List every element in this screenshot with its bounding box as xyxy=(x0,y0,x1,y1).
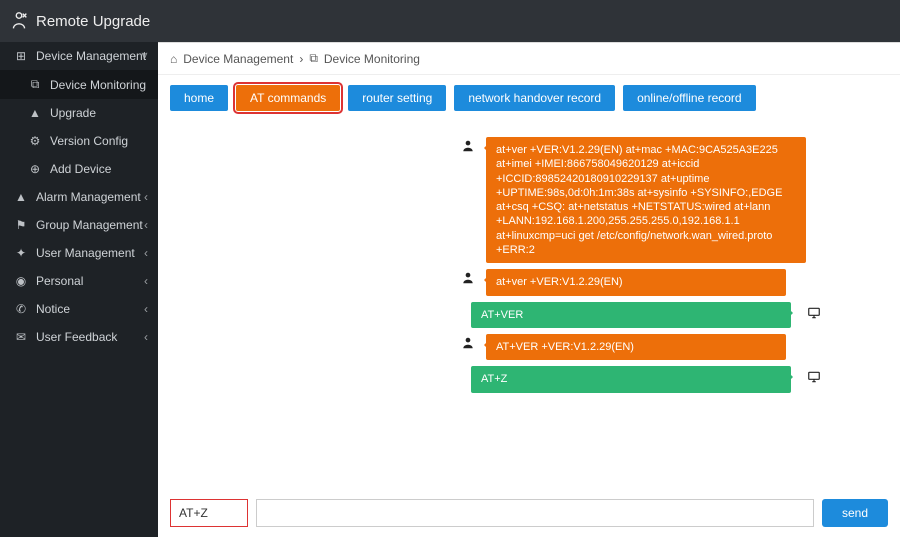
chevron-left-icon: ‹ xyxy=(144,302,148,316)
sidebar-group-alarm-management[interactable]: ▲ Alarm Management ‹ xyxy=(0,183,158,211)
gauge-icon: ◉ xyxy=(14,274,28,288)
sidebar-group-user-feedback[interactable]: ✉ User Feedback ‹ xyxy=(0,323,158,351)
monitor-small-icon xyxy=(807,306,823,320)
brand-title: Remote Upgrade xyxy=(36,13,150,30)
message-bubble: at+ver +VER:V1.2.29(EN) xyxy=(486,269,786,295)
monitor-small-icon xyxy=(807,370,823,384)
sidebar-group-label: Device Management xyxy=(36,49,146,63)
send-button[interactable]: send xyxy=(822,499,888,527)
sidebar-item-label: Upgrade xyxy=(50,106,96,120)
plus-box-icon: ⊕ xyxy=(28,162,42,176)
message-bubble: AT+VER +VER:V1.2.29(EN) xyxy=(486,334,786,360)
sidebar-group-device-management[interactable]: ⊞ Device Management ˅ xyxy=(0,42,158,70)
sidebar-group-user-management[interactable]: ✦ User Management ‹ xyxy=(0,239,158,267)
monitor-icon: ⧉ xyxy=(309,51,318,66)
message-bubble: AT+VER xyxy=(471,302,791,328)
message-outgoing: AT+Z xyxy=(460,366,876,392)
sidebar-group-notice[interactable]: ✆ Notice ‹ xyxy=(0,295,158,323)
message-incoming: at+ver +VER:V1.2.29(EN) xyxy=(460,269,876,295)
tab-at-commands[interactable]: AT commands xyxy=(236,85,340,111)
chevron-left-icon: ‹ xyxy=(144,330,148,344)
chat-area: at+ver +VER:V1.2.29(EN) at+mac +MAC:9CA5… xyxy=(448,127,888,507)
tab-home[interactable]: home xyxy=(170,85,228,111)
logo-icon xyxy=(8,10,30,32)
message-outgoing: AT+VER xyxy=(460,302,876,328)
sidebar-group-group-management[interactable]: ⚑ Group Management ‹ xyxy=(0,211,158,239)
tab-router-setting[interactable]: router setting xyxy=(348,85,446,111)
sidebar-group-label: Notice xyxy=(36,302,70,316)
sidebar-group-personal[interactable]: ◉ Personal ‹ xyxy=(0,267,158,295)
breadcrumb-sep: › xyxy=(299,52,303,66)
breadcrumb-root[interactable]: Device Management xyxy=(183,52,293,66)
megaphone-icon: ✆ xyxy=(14,302,28,316)
sidebar-item-version-config[interactable]: ⚙ Version Config xyxy=(0,127,158,155)
upload-icon: ▲ xyxy=(28,106,42,120)
top-bar: Remote Upgrade xyxy=(0,0,900,42)
bell-icon: ▲ xyxy=(14,190,28,204)
chevron-left-icon: ‹ xyxy=(144,218,148,232)
sidebar-group-label: User Management xyxy=(36,246,135,260)
message-bubble: AT+Z xyxy=(471,366,791,392)
device-icon xyxy=(460,139,476,153)
sidebar-item-device-monitoring[interactable]: ⧉ Device Monitoring xyxy=(0,70,158,99)
chevron-down-icon: ˅ xyxy=(141,49,148,63)
sidebar-group-label: User Feedback xyxy=(36,330,117,344)
main-panel: ⌂ Device Management › ⧉ Device Monitorin… xyxy=(158,42,900,537)
gear-icon: ⚙ xyxy=(28,134,42,148)
command-input[interactable] xyxy=(256,499,814,527)
sidebar: ⊞ Device Management ˅ ⧉ Device Monitorin… xyxy=(0,42,158,537)
device-icon xyxy=(460,336,476,350)
sidebar-item-label: Add Device xyxy=(50,162,111,176)
breadcrumb: ⌂ Device Management › ⧉ Device Monitorin… xyxy=(158,43,900,75)
chart-icon: ⧉ xyxy=(28,77,42,92)
message-incoming: at+ver +VER:V1.2.29(EN) at+mac +MAC:9CA5… xyxy=(460,137,876,263)
grid-icon: ⊞ xyxy=(14,49,28,63)
sidebar-item-label: Version Config xyxy=(50,134,128,148)
tabs: home AT commands router setting network … xyxy=(158,75,900,119)
message-bubble: at+ver +VER:V1.2.29(EN) at+mac +MAC:9CA5… xyxy=(486,137,806,263)
sidebar-item-label: Device Monitoring xyxy=(50,78,146,92)
mail-icon: ✉ xyxy=(14,330,28,344)
sidebar-item-upgrade[interactable]: ▲ Upgrade xyxy=(0,99,158,127)
tab-network-handover-record[interactable]: network handover record xyxy=(454,85,615,111)
command-prefix-box[interactable]: AT+Z xyxy=(170,499,248,527)
command-input-row: AT+Z send xyxy=(158,499,900,527)
chevron-left-icon: ‹ xyxy=(144,190,148,204)
message-incoming: AT+VER +VER:V1.2.29(EN) xyxy=(460,334,876,360)
chevron-left-icon: ‹ xyxy=(144,274,148,288)
device-icon xyxy=(460,271,476,285)
breadcrumb-leaf: Device Monitoring xyxy=(324,52,420,66)
sidebar-group-label: Personal xyxy=(36,274,83,288)
tab-online-offline-record[interactable]: online/offline record xyxy=(623,85,756,111)
user-gear-icon: ✦ xyxy=(14,246,28,260)
sidebar-item-add-device[interactable]: ⊕ Add Device xyxy=(0,155,158,183)
home-icon: ⌂ xyxy=(170,52,177,66)
users-icon: ⚑ xyxy=(14,218,28,232)
chevron-left-icon: ‹ xyxy=(144,246,148,260)
sidebar-group-label: Group Management xyxy=(36,218,143,232)
sidebar-group-label: Alarm Management xyxy=(36,190,141,204)
